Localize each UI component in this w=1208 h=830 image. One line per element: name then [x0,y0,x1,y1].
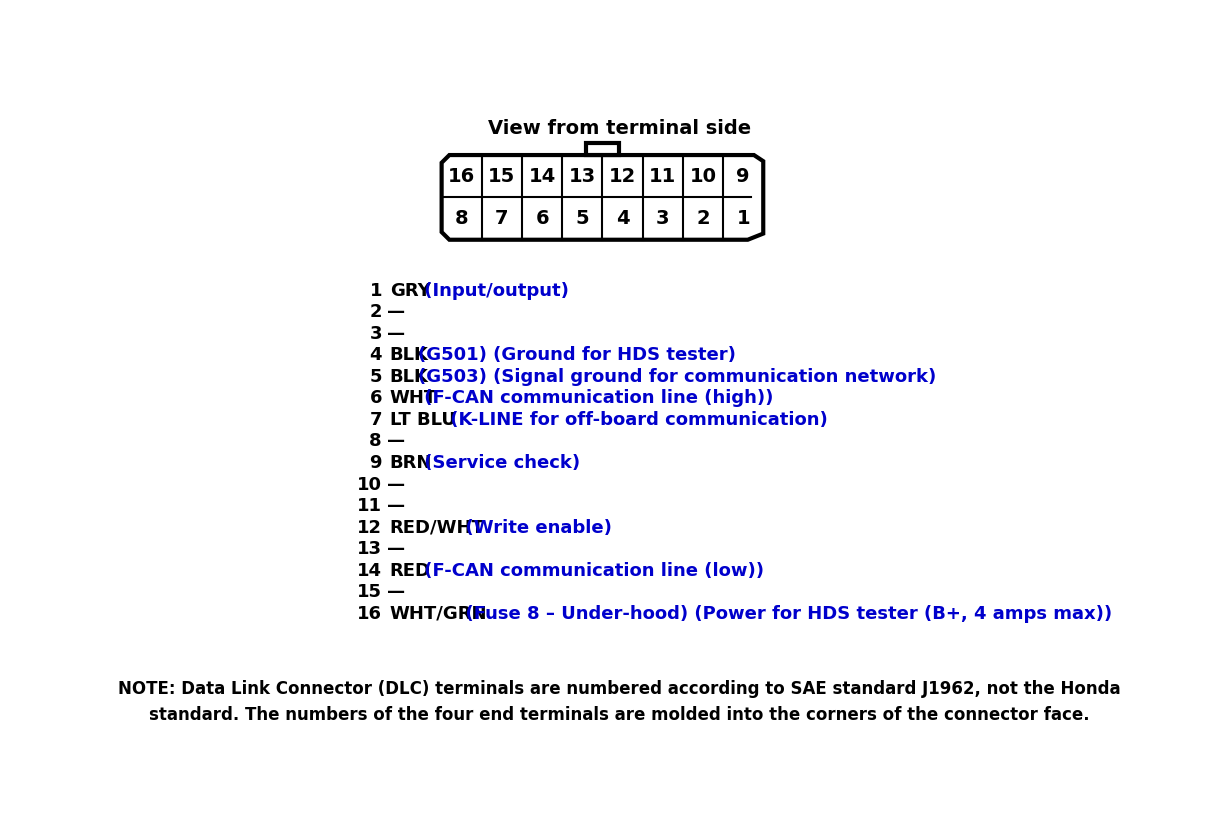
Text: 12: 12 [609,167,637,186]
Text: View from terminal side: View from terminal side [488,120,750,139]
Text: 3: 3 [656,209,669,228]
Text: 9: 9 [737,167,750,186]
Text: 16: 16 [448,167,476,186]
Text: 13: 13 [356,540,382,559]
Text: 9: 9 [370,454,382,472]
Text: —: — [387,497,405,515]
Text: WHT: WHT [390,389,437,408]
Text: —: — [387,540,405,559]
Text: 10: 10 [690,167,716,186]
Text: BLK: BLK [390,346,429,364]
Text: WHT/GRN: WHT/GRN [390,605,487,623]
Text: 13: 13 [569,167,596,186]
Text: 14: 14 [529,167,556,186]
Text: 4: 4 [616,209,629,228]
Text: (Write enable): (Write enable) [453,519,611,537]
Text: 1: 1 [737,209,750,228]
Text: (K-LINE for off-board communication): (K-LINE for off-board communication) [445,411,827,429]
Text: BLK: BLK [390,368,429,386]
Text: 11: 11 [356,497,382,515]
Polygon shape [442,155,763,240]
Text: LT BLU: LT BLU [390,411,455,429]
Text: 5: 5 [370,368,382,386]
Bar [586,143,618,155]
Text: RED/WHT: RED/WHT [390,519,484,537]
Text: 7: 7 [370,411,382,429]
Text: (Fuse 8 – Under-hood) (Power for HDS tester (B+, 4 amps max)): (Fuse 8 – Under-hood) (Power for HDS tes… [453,605,1111,623]
Text: 2: 2 [370,303,382,321]
Text: 5: 5 [575,209,590,228]
Text: BRN: BRN [390,454,432,472]
Text: 6: 6 [535,209,548,228]
Text: 8: 8 [455,209,469,228]
Text: 2: 2 [696,209,710,228]
Text: —: — [387,583,405,602]
Text: 15: 15 [488,167,516,186]
Text: (Service check): (Service check) [418,454,580,472]
Text: 7: 7 [495,209,509,228]
Text: NOTE: Data Link Connector (DLC) terminals are numbered according to SAE standard: NOTE: Data Link Connector (DLC) terminal… [118,680,1120,724]
Text: (Input/output): (Input/output) [418,281,569,300]
Text: 4: 4 [370,346,382,364]
Text: 6: 6 [370,389,382,408]
Text: (G503) (Signal ground for communication network): (G503) (Signal ground for communication … [418,368,936,386]
Text: 3: 3 [370,325,382,343]
Text: (F-CAN communication line (low)): (F-CAN communication line (low)) [418,562,763,580]
Text: 1: 1 [370,281,382,300]
Text: 8: 8 [370,432,382,451]
Text: 16: 16 [356,605,382,623]
Text: 12: 12 [356,519,382,537]
Text: —: — [387,303,405,321]
Text: RED: RED [390,562,431,580]
Text: GRY: GRY [390,281,430,300]
Text: —: — [387,432,405,451]
Text: —: — [387,325,405,343]
Text: 14: 14 [356,562,382,580]
Text: 15: 15 [356,583,382,602]
Text: 11: 11 [649,167,676,186]
Text: —: — [387,476,405,494]
Text: (G501) (Ground for HDS tester): (G501) (Ground for HDS tester) [418,346,736,364]
Text: 10: 10 [356,476,382,494]
Text: (F-CAN communication line (high)): (F-CAN communication line (high)) [418,389,773,408]
